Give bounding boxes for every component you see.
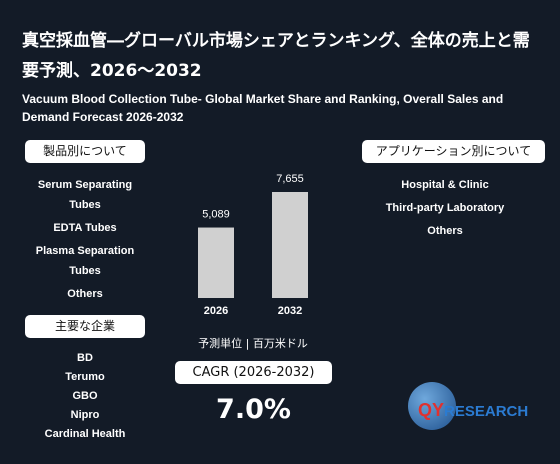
- product-list: Serum Separating Tubes EDTA Tubes Plasma S…: [30, 175, 140, 307]
- list-item: BD: [77, 352, 93, 364]
- list-item: EDTA Tubes: [53, 222, 117, 234]
- title: 真空採血管―グローバル市場シェアとランキング、全体の売上と需要予測、2026～2…: [22, 31, 530, 81]
- list-item: Serum Separating Tubes: [37, 179, 133, 211]
- application-list: Hospital & Clinic Third-party Laboratory O…: [370, 175, 520, 244]
- x-tick-label: 2026: [204, 305, 228, 317]
- list-item: Nipro: [70, 409, 100, 421]
- logo-text: RESEARCH: [444, 403, 529, 420]
- application-label: アプリケーション別について: [362, 140, 545, 163]
- list-item: Cardinal Health: [44, 428, 126, 440]
- list-item: Others: [67, 288, 103, 300]
- product-label: 製品別について: [25, 140, 145, 163]
- logo-globe: [408, 382, 456, 430]
- bar: [198, 227, 234, 298]
- list-item: GBO: [72, 390, 98, 402]
- company-label: 主要な企業: [25, 315, 145, 338]
- subtitle: Vacuum Blood Collection Tube- Global Mar…: [22, 92, 504, 124]
- cagr-value: 7.0%: [216, 394, 291, 425]
- cagr-label: CAGR (2026-2032): [175, 361, 332, 384]
- list-item: Third-party Laboratory: [385, 202, 505, 214]
- logo-mark: QY: [418, 400, 445, 420]
- bar: [272, 192, 308, 298]
- list-item: Others: [427, 225, 463, 237]
- logo: QYRESEARCH: [418, 400, 528, 421]
- company-list: BD Terumo GBO Nipro Cardinal Health: [20, 350, 150, 445]
- list-item: Plasma Separation Tubes: [35, 245, 135, 277]
- list-item: Hospital & Clinic: [401, 179, 489, 191]
- list-item: Terumo: [65, 371, 105, 383]
- unit-note: 予測単位 | 百万米ドル: [198, 337, 308, 350]
- value-label: 7,655: [276, 173, 304, 185]
- x-tick-label: 2032: [278, 305, 302, 317]
- value-label: 5,089: [202, 209, 230, 221]
